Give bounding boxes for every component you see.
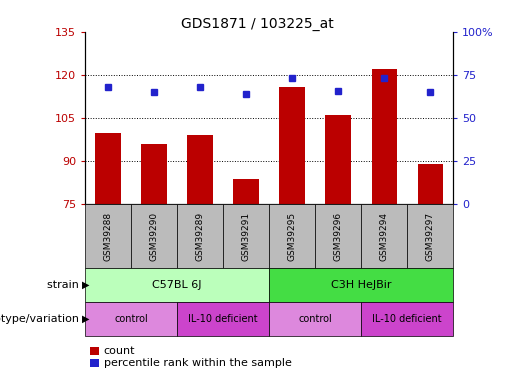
Text: GDS1871 / 103225_at: GDS1871 / 103225_at — [181, 17, 334, 31]
Bar — [177, 204, 223, 268]
Bar — [85, 204, 131, 268]
Bar — [269, 204, 315, 268]
Bar — [269, 302, 361, 336]
Bar — [177, 302, 269, 336]
Bar — [361, 204, 407, 268]
Bar — [85, 268, 269, 302]
Text: GSM39291: GSM39291 — [242, 212, 251, 261]
Text: ▶: ▶ — [82, 280, 90, 290]
Bar — [95, 132, 121, 204]
Bar — [233, 178, 259, 204]
Bar — [371, 69, 397, 204]
Text: strain: strain — [47, 280, 82, 290]
Text: IL-10 deficient: IL-10 deficient — [372, 314, 442, 324]
Text: GSM39297: GSM39297 — [426, 212, 435, 261]
Bar — [280, 87, 305, 204]
Bar — [407, 204, 453, 268]
Text: genotype/variation: genotype/variation — [0, 314, 82, 324]
Text: control: control — [114, 314, 148, 324]
Bar — [187, 135, 213, 204]
Text: IL-10 deficient: IL-10 deficient — [188, 314, 258, 324]
Bar — [418, 164, 443, 204]
Text: GSM39294: GSM39294 — [380, 212, 389, 261]
Bar — [325, 115, 351, 204]
Bar — [361, 302, 453, 336]
Text: count: count — [104, 346, 135, 355]
Text: C3H HeJBir: C3H HeJBir — [331, 280, 391, 290]
Text: GSM39295: GSM39295 — [287, 212, 297, 261]
Bar — [315, 204, 361, 268]
Bar — [85, 302, 177, 336]
Bar — [223, 204, 269, 268]
Text: GSM39290: GSM39290 — [149, 212, 159, 261]
Bar — [269, 268, 453, 302]
Bar — [141, 144, 167, 204]
Bar — [131, 204, 177, 268]
Text: GSM39296: GSM39296 — [334, 212, 342, 261]
Text: GSM39288: GSM39288 — [104, 212, 112, 261]
Text: control: control — [298, 314, 332, 324]
Text: GSM39289: GSM39289 — [196, 212, 204, 261]
Text: ▶: ▶ — [82, 314, 90, 324]
Text: C57BL 6J: C57BL 6J — [152, 280, 202, 290]
Text: percentile rank within the sample: percentile rank within the sample — [104, 358, 291, 368]
